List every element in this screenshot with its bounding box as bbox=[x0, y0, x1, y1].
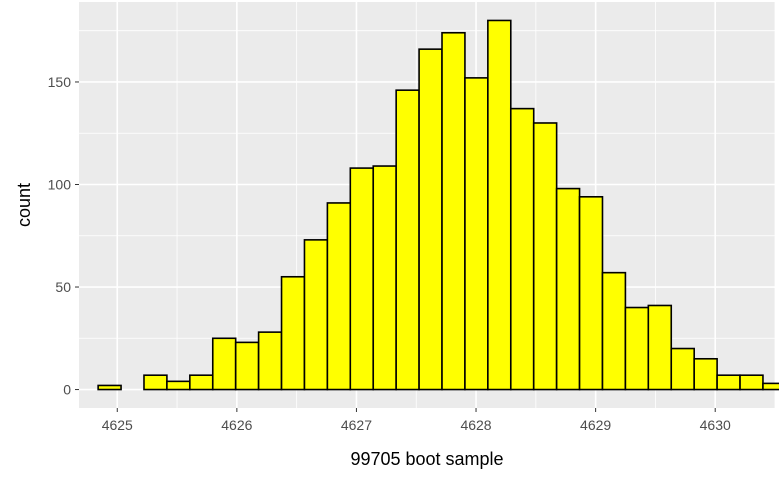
histogram-bar bbox=[670, 347, 695, 391]
x-tick-label: 4628 bbox=[460, 417, 491, 433]
histogram-bar bbox=[441, 31, 466, 391]
histogram-bar bbox=[280, 275, 306, 391]
y-tick-label: 150 bbox=[48, 74, 72, 90]
histogram-bar bbox=[326, 202, 352, 391]
histogram-bar bbox=[211, 337, 237, 391]
histogram-bar bbox=[166, 380, 191, 391]
histogram-bar bbox=[487, 19, 512, 391]
histogram-bar bbox=[372, 165, 397, 391]
x-axis-ticks: 4625 4626 4627 4628 4629 4630 bbox=[102, 408, 731, 433]
histogram-bar bbox=[395, 89, 420, 391]
y-tick-label: 0 bbox=[63, 382, 71, 398]
histogram-bar bbox=[143, 374, 168, 391]
histogram-bar bbox=[509, 107, 535, 391]
x-tick-label: 4629 bbox=[580, 417, 611, 433]
histogram-bar bbox=[555, 187, 581, 391]
histogram-bar bbox=[739, 374, 764, 391]
x-tick-label: 4626 bbox=[221, 417, 252, 433]
y-axis-title: count bbox=[14, 183, 34, 227]
histogram-bar bbox=[418, 48, 443, 391]
histogram-bar bbox=[647, 304, 673, 391]
histogram-bar bbox=[532, 122, 558, 391]
x-tick-label: 4627 bbox=[341, 417, 372, 433]
histogram-bar bbox=[257, 331, 283, 391]
x-tick-label: 4625 bbox=[102, 417, 133, 433]
histogram-bar bbox=[716, 374, 741, 391]
histogram-bar bbox=[234, 341, 260, 391]
x-axis-title: 99705 boot sample bbox=[350, 449, 503, 469]
histogram-bar bbox=[189, 374, 214, 391]
histogram-bar bbox=[464, 77, 489, 391]
y-tick-label: 50 bbox=[55, 279, 71, 295]
histogram-bar bbox=[624, 306, 650, 391]
histogram-bar bbox=[601, 271, 627, 391]
histogram-bar bbox=[693, 357, 718, 391]
histogram-bar bbox=[762, 382, 779, 391]
histogram-bar bbox=[97, 384, 122, 391]
histogram-bar bbox=[349, 167, 375, 391]
y-axis-ticks: 0 50 100 150 bbox=[48, 74, 79, 398]
histogram-bars bbox=[97, 19, 779, 391]
histogram-bar bbox=[578, 195, 604, 391]
histogram-bar bbox=[303, 239, 329, 391]
x-tick-label: 4630 bbox=[700, 417, 731, 433]
y-tick-label: 100 bbox=[48, 176, 72, 192]
